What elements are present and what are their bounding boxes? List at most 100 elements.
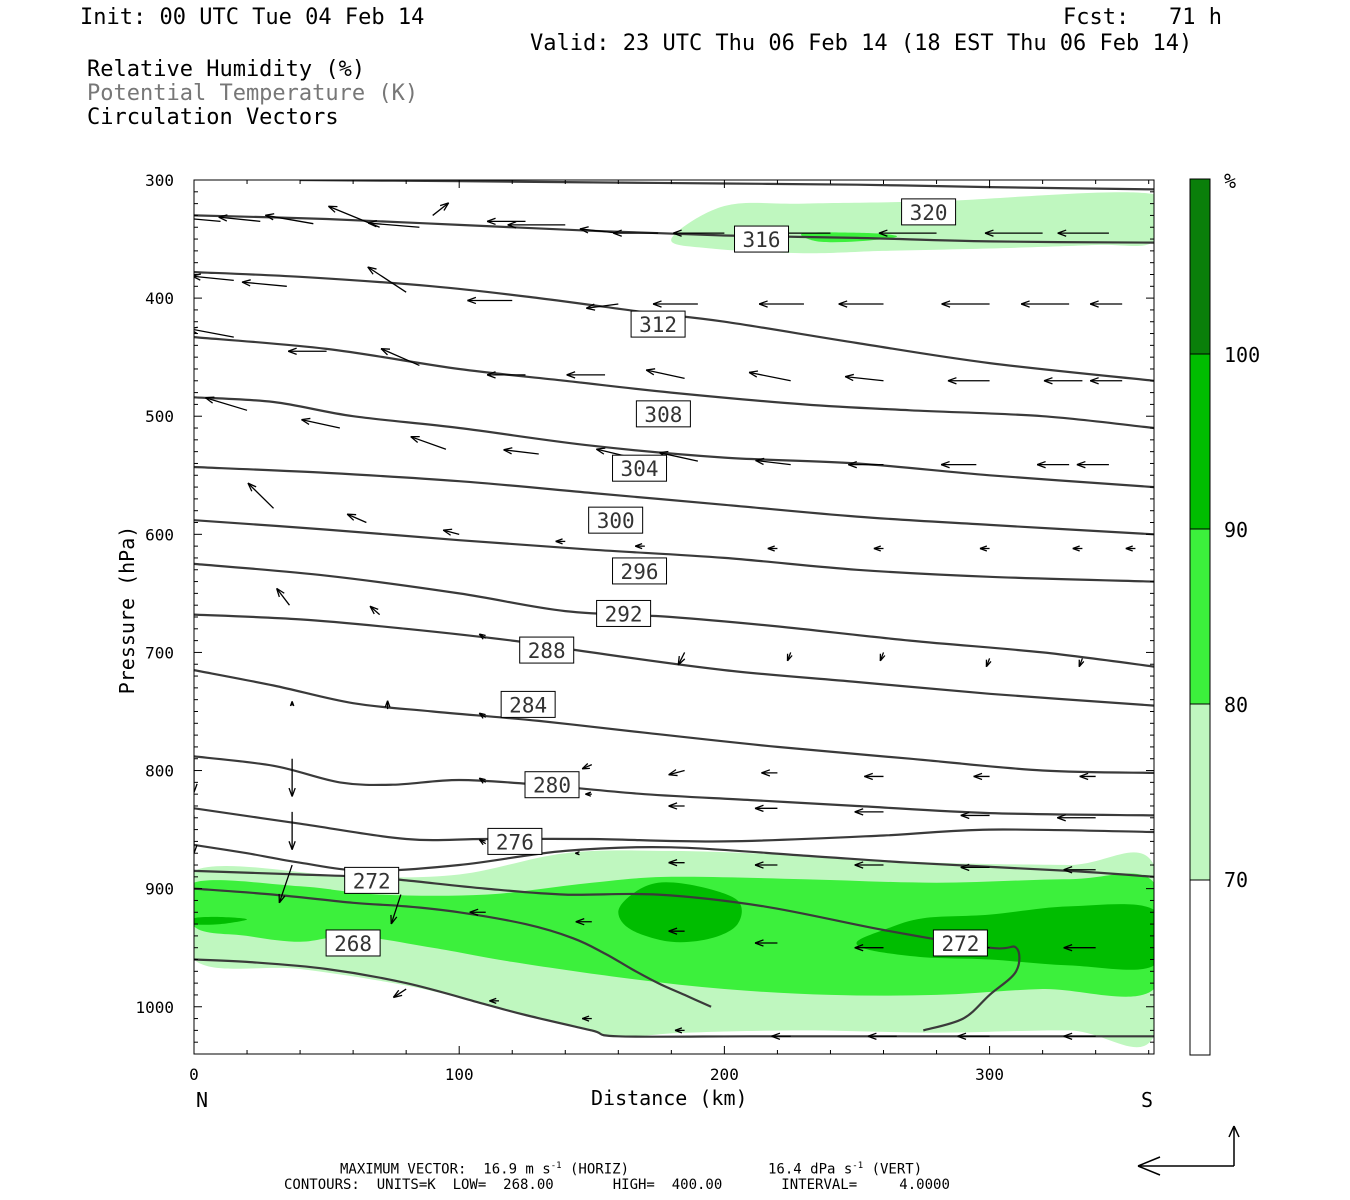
vector-head-b: [873, 547, 882, 552]
theta-contour-312-12: [194, 336, 1154, 430]
circulation-vector: [581, 763, 593, 770]
vector-shaft: [432, 202, 450, 216]
vector-head-a: [479, 633, 486, 637]
circulation-vector: [194, 815, 198, 854]
circulation-vector: [947, 377, 990, 385]
vector-head-a: [758, 300, 768, 305]
vector-head-a: [864, 772, 873, 778]
vector-shaft: [241, 281, 287, 287]
vector-head-b: [289, 701, 293, 707]
circulation-vector: [579, 226, 619, 234]
vector-head-b: [940, 464, 950, 469]
vector-head-a: [194, 326, 198, 329]
x-tick-label: 300: [975, 1065, 1004, 1084]
vector-head-a: [367, 266, 377, 270]
vector-head-b: [677, 658, 686, 666]
contour-label: 308: [635, 400, 691, 428]
vector-head-b: [380, 348, 388, 356]
circulation-vector: [867, 1032, 897, 1040]
circulation-vector: [265, 213, 314, 225]
vector-shaft: [205, 397, 248, 411]
vector-head-b: [786, 655, 793, 662]
circulation-vector: [367, 266, 407, 293]
vector-head-a: [486, 371, 496, 376]
vector-head-b: [844, 376, 854, 382]
vector-head-b: [613, 232, 622, 237]
footer-max-vector-horiz-value: MAXIMUM VECTOR: 16.9 m s: [340, 1161, 551, 1178]
contour-label: 276: [487, 827, 543, 855]
vector-head-b: [668, 774, 678, 777]
vector-head-b: [755, 459, 764, 466]
circulation-vector: [957, 1032, 990, 1040]
vector-head-a: [659, 450, 669, 454]
vector-head-a: [288, 841, 293, 850]
vector-head-a: [854, 944, 864, 949]
vector-head-b: [771, 1035, 781, 1040]
vector-head-a: [867, 1032, 877, 1037]
vector-shaft: [276, 587, 290, 606]
vector-head-b: [486, 374, 496, 379]
vector-head-b: [410, 436, 419, 443]
colorbar-level-label: 100: [1224, 343, 1260, 367]
circulation-vector: [984, 229, 1043, 237]
vector-head-b: [878, 232, 888, 237]
footer-max-vector: MAXIMUM VECTOR: 16.9 m s-1 (HORIZ): [340, 1158, 629, 1178]
vector-head-b: [173, 217, 181, 221]
vector-head-b: [1125, 547, 1133, 552]
vector-head-a: [1079, 772, 1089, 778]
vector-head-a: [755, 457, 765, 462]
circulation-vector: [507, 221, 566, 229]
x-axis-title: Distance (km): [591, 1086, 748, 1110]
circulation-vector: [754, 804, 778, 813]
vector-head-b: [287, 350, 297, 355]
vector-head-b: [1072, 547, 1080, 552]
contour-label-box: [612, 557, 668, 585]
vector-shaft: [265, 214, 314, 225]
contour-label-box: [630, 310, 686, 338]
vector-head-b: [478, 712, 484, 719]
circulation-vector: [838, 300, 884, 308]
footer-horiz-label: (HORIZ): [561, 1161, 629, 1178]
circulation-vector: [941, 300, 990, 308]
vector-head-b: [489, 1000, 497, 1004]
circulation-vector: [748, 370, 791, 382]
field-label-theta: Potential Temperature (K): [87, 81, 419, 106]
colorbar-unit: %: [1224, 169, 1236, 193]
vector-shaft: [646, 369, 685, 380]
vector-head-a: [767, 545, 775, 550]
vector-head-b: [838, 303, 848, 308]
vector-head-b: [645, 369, 655, 376]
circulation-vector: [410, 435, 447, 450]
circulation-vector: [478, 777, 487, 784]
vector-head-b: [478, 839, 484, 846]
vector-head-a: [646, 368, 656, 371]
circulation-vector: [194, 865, 195, 868]
vector-head-a: [503, 447, 513, 451]
vector-head-a: [754, 939, 764, 944]
vector-head-b: [754, 864, 764, 869]
contour-label: 284: [500, 690, 556, 718]
circulation-vector: [786, 652, 793, 662]
vector-head-b: [555, 540, 563, 545]
vector-shaft: [194, 865, 195, 868]
vector-head-b: [503, 449, 512, 455]
vector-head-b: [486, 220, 496, 226]
vector-head-a: [1125, 545, 1133, 550]
circulation-vector: [1078, 658, 1085, 668]
vector-shaft: [659, 452, 699, 462]
circulation-vector: [1089, 300, 1123, 308]
colorbar-level-label: 80: [1224, 693, 1248, 717]
vector-head-b: [854, 947, 864, 952]
contour-label-box: [500, 690, 556, 718]
vector-head-a: [635, 543, 643, 547]
theta-contour-304-10: [194, 465, 1154, 536]
vector-shaft: [586, 303, 619, 309]
x-tick-label: 200: [710, 1065, 739, 1084]
vector-head-a: [854, 861, 864, 866]
vector-head-a: [1043, 377, 1053, 382]
vector-head-a: [748, 370, 759, 374]
vector-head-b: [194, 276, 201, 281]
vector-head-b: [367, 266, 374, 275]
circulation-vector: [613, 229, 659, 237]
vector-head-a: [668, 769, 677, 776]
